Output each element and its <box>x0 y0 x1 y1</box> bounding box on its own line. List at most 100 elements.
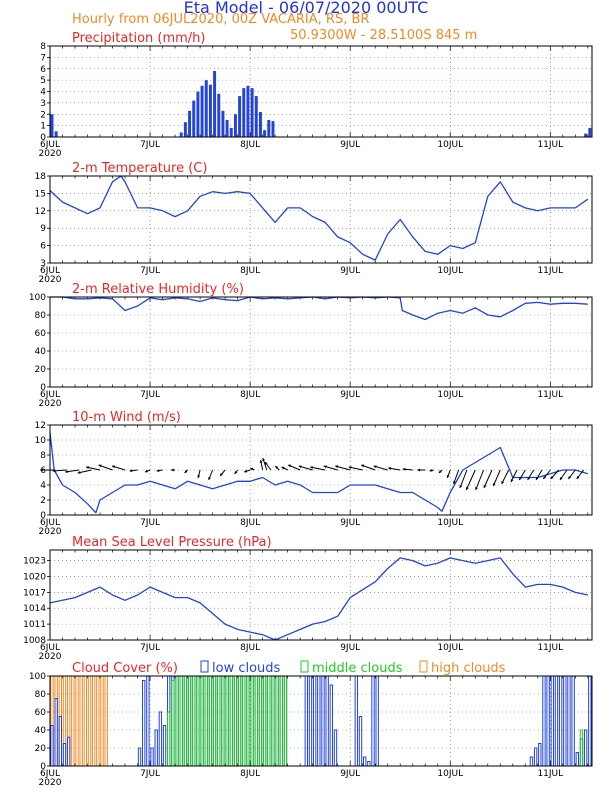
x-tick-label: 9JUL <box>340 643 360 653</box>
low-clouds-bar <box>146 675 150 767</box>
x-year-label: 2020 <box>39 149 62 159</box>
y-tick-label: 6 <box>40 65 46 75</box>
low-clouds-bar <box>150 747 154 767</box>
x-tick-label: 11JUL <box>537 518 563 528</box>
precip-bar <box>584 133 588 137</box>
middle-clouds-bar <box>283 675 288 767</box>
high-clouds-bar <box>104 675 108 767</box>
x-tick-label: 11JUL <box>537 643 563 653</box>
low-clouds-bar <box>529 756 534 767</box>
x-tick-label: 10JUL <box>437 643 463 653</box>
y-tick-label: 4 <box>40 88 46 98</box>
low-clouds-bar <box>542 675 546 767</box>
middle-clouds-bar <box>246 675 250 767</box>
middle-clouds-bar <box>212 675 217 767</box>
precipitation-title: Precipitation (mm/h) <box>72 31 205 46</box>
x-tick-label: 10JUL <box>437 769 463 779</box>
wind-arrowhead <box>171 468 174 472</box>
middle-clouds-bar <box>242 675 246 767</box>
y-tick-label: 6 <box>40 466 46 476</box>
wind-arrowhead <box>535 477 539 480</box>
low-clouds-bar <box>142 680 146 767</box>
legend-middle-label: middle clouds <box>312 661 403 676</box>
middle-clouds-bar <box>279 675 283 767</box>
x-year-label: 2020 <box>39 527 62 537</box>
y-tick-label: 8 <box>40 451 46 461</box>
y-tick-label: 2 <box>40 110 46 120</box>
middle-clouds-bar <box>262 675 267 767</box>
low-clouds-bar <box>329 684 334 767</box>
y-tick-label: 20 <box>35 744 47 754</box>
x-tick-label: 6JUL <box>40 518 60 528</box>
low-clouds-bar <box>583 729 588 767</box>
middle-clouds-bar <box>183 675 188 767</box>
precip-bar <box>263 130 267 137</box>
wind-arrowhead <box>112 465 115 469</box>
low-clouds-bar <box>50 725 54 767</box>
y-tick-label: 1 <box>40 122 46 132</box>
wind-arrowhead <box>576 476 580 479</box>
wind-arrowhead <box>550 476 554 479</box>
x-tick-label: 6JUL <box>40 266 60 276</box>
wind-arrowhead <box>429 468 433 472</box>
middle-clouds-bar <box>192 675 196 767</box>
wind-arrowhead <box>234 471 238 474</box>
x-year-label: 2020 <box>39 778 62 788</box>
wind-arrowhead <box>559 477 563 480</box>
wind-arrowhead <box>129 469 133 473</box>
x-tick-label: 11JUL <box>537 769 563 779</box>
precip-bar <box>179 132 183 137</box>
x-tick-label: 10JUL <box>437 518 463 528</box>
wind-arrowhead <box>335 465 339 469</box>
chart-title: Eta Model - 06/07/2020 00UTC <box>183 0 429 17</box>
x-tick-label: 8JUL <box>240 518 260 528</box>
wind-arrowhead <box>298 465 302 469</box>
chart-subtitle: Hourly from 06JUL2020, 00Z VACARIA, RS, … <box>72 12 370 27</box>
wind-arrowhead <box>262 458 265 461</box>
y-tick-label: 3 <box>40 99 46 109</box>
wind-arrowhead <box>501 481 505 484</box>
y-tick-label: 5 <box>40 76 46 86</box>
middle-clouds-bar <box>271 675 275 767</box>
precip-bar <box>54 131 58 137</box>
low-clouds-bar <box>312 675 317 767</box>
y-tick-label: 7 <box>40 53 46 63</box>
wind-arrowhead <box>361 464 365 468</box>
x-tick-label: 7JUL <box>140 266 160 276</box>
wind-arrowhead <box>250 467 254 471</box>
low-clouds-bar <box>62 743 67 767</box>
x-tick-label: 7JUL <box>140 643 160 653</box>
y-tick-label: 100 <box>29 672 46 682</box>
middle-clouds-bar <box>179 675 183 767</box>
high-clouds-bar <box>87 675 92 767</box>
plot-frame <box>49 549 593 641</box>
middle-clouds-bar <box>250 675 254 767</box>
y-tick-label: 18 <box>35 172 47 182</box>
mslp-panel: Mean Sea Level Pressure (hPa) 1008 1011 101… <box>23 535 593 662</box>
low-clouds-bar <box>563 675 567 767</box>
y-tick-label: 0 <box>40 383 46 393</box>
y-tick-label: 15 <box>35 189 46 199</box>
x-tick-label: 8JUL <box>240 643 260 653</box>
wind-arrowhead <box>446 475 450 478</box>
precip-bar <box>208 84 212 137</box>
high-clouds-bar <box>79 675 83 767</box>
wind-arrowhead <box>483 485 487 488</box>
x-tick-label: 9JUL <box>340 518 360 528</box>
wind-arrowhead <box>259 460 263 463</box>
y-tick-label: 1017 <box>23 588 46 598</box>
middle-clouds-bar <box>225 675 229 767</box>
middle-clouds-bar <box>204 675 208 767</box>
relative_humidity-title: 2-m Relative Humidity (%) <box>72 282 244 297</box>
x-tick-label: 9JUL <box>340 140 360 150</box>
x-tick-label: 9JUL <box>340 266 360 276</box>
x-tick-label: 9JUL <box>340 390 360 400</box>
low-clouds-bar <box>325 675 329 767</box>
plot-frame <box>49 45 593 138</box>
wind-arrowhead <box>288 464 292 468</box>
legend-middle-swatch <box>300 660 309 673</box>
y-tick-label: 20 <box>35 365 47 375</box>
x-tick-label: 10JUL <box>437 266 463 276</box>
y-tick-label: 80 <box>35 690 47 700</box>
